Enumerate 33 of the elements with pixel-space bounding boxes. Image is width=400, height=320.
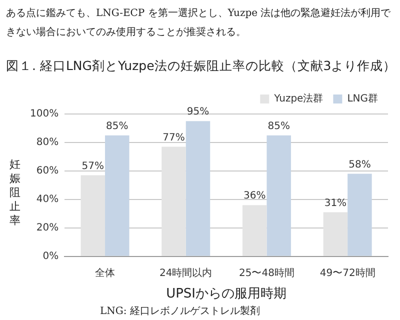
bar bbox=[80, 175, 106, 256]
bar bbox=[186, 121, 210, 256]
y-tick-label: 60% bbox=[36, 166, 59, 177]
y-tick-label: 40% bbox=[36, 194, 59, 206]
bar bbox=[266, 135, 291, 256]
data-label: 36% bbox=[243, 190, 266, 202]
bar bbox=[162, 146, 186, 256]
y-axis-title: 妊娠阻止率 bbox=[8, 158, 22, 228]
y-tick-label: 100% bbox=[30, 108, 59, 120]
bar bbox=[105, 135, 130, 256]
x-tick-label: 25〜48時間 bbox=[238, 266, 294, 279]
data-label: 85% bbox=[106, 120, 128, 132]
legend-label: LNG群 bbox=[347, 92, 378, 105]
bar bbox=[323, 212, 348, 256]
data-label: 58% bbox=[348, 159, 371, 170]
x-tick-label: 全体 bbox=[95, 266, 116, 279]
data-label: 85% bbox=[268, 120, 290, 132]
y-tick-label: 80% bbox=[36, 137, 59, 148]
text: LNG: 経口レボノルゲストレル製剤 bbox=[100, 304, 260, 318]
data-label: 77% bbox=[162, 132, 185, 144]
y-tick-label: 20% bbox=[36, 222, 59, 234]
bar bbox=[348, 174, 372, 256]
y-tick-label: 0% bbox=[42, 250, 59, 262]
chart-title: 図１. 経口LNG剤とYuzpe法の妊娠阻止率の比較（文献3より作成） bbox=[6, 58, 398, 75]
text: ある点に鑑みても、LNG-ECP を第一選択とし、Yuzpe 法は他の緊急避妊法が利用できない場合においてのみ使用することが推奨される。 bbox=[6, 6, 392, 40]
x-axis-title: UPSIからの服用時期 bbox=[166, 286, 287, 302]
x-tick-label: 49〜72時間 bbox=[320, 266, 376, 279]
x-tick-label: 24時間以内 bbox=[160, 266, 212, 279]
data-label: 57% bbox=[82, 160, 104, 172]
legend-label: Yuzpe法群 bbox=[273, 92, 324, 105]
bar bbox=[242, 205, 267, 256]
data-label: 31% bbox=[324, 198, 347, 209]
data-label: 95% bbox=[186, 106, 210, 118]
